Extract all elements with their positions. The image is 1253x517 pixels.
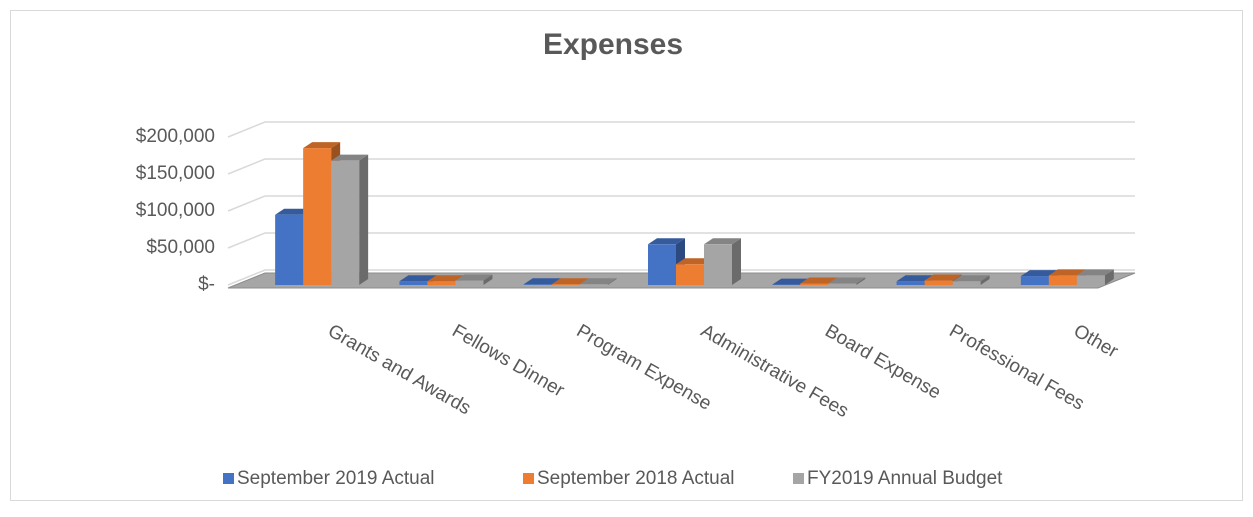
legend-label: FY2019 Annual Budget [807, 468, 1003, 489]
bar [524, 284, 552, 285]
bar [953, 281, 981, 285]
bar [704, 244, 732, 285]
y-tick-label: $50,000 [146, 237, 215, 258]
bar-side [732, 238, 741, 285]
bar [897, 281, 925, 285]
bar [1049, 275, 1077, 285]
bar [925, 281, 953, 285]
bar [1021, 276, 1049, 285]
bar [648, 244, 676, 285]
bar [331, 161, 359, 285]
legend-swatch [223, 473, 234, 484]
legend-label: September 2019 Actual [237, 468, 435, 489]
bar [427, 281, 455, 285]
bar [275, 215, 303, 285]
legend-swatch [523, 473, 534, 484]
y-tick-label: $100,000 [136, 200, 215, 221]
y-tick-label: $200,000 [136, 126, 215, 147]
chart-title: Expenses [543, 28, 683, 61]
bar [399, 281, 427, 285]
legend-swatch [793, 473, 804, 484]
bar [828, 284, 856, 285]
bar [303, 148, 331, 285]
bar [800, 284, 828, 285]
y-tick-label: $- [198, 274, 215, 295]
bar [1077, 275, 1105, 285]
bar [552, 284, 580, 285]
bar [676, 264, 704, 285]
bar [580, 284, 608, 285]
bar [455, 281, 483, 285]
y-tick-label: $150,000 [136, 163, 215, 184]
bar-side [359, 155, 368, 285]
legend-label: September 2018 Actual [537, 468, 735, 489]
